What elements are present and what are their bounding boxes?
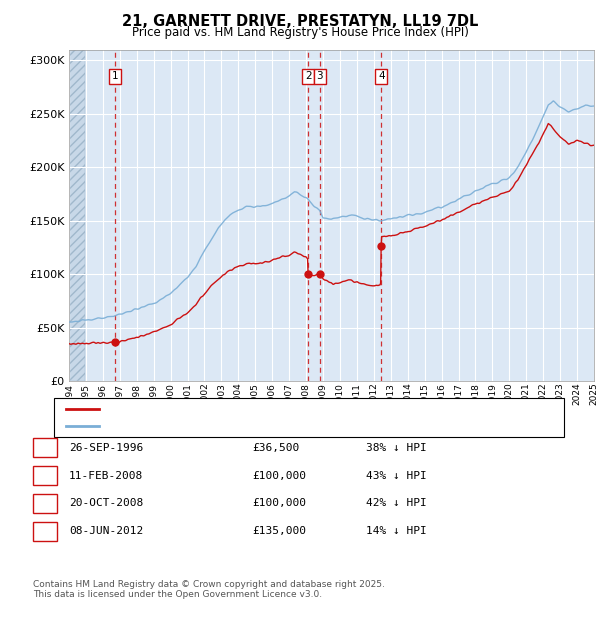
Text: Price paid vs. HM Land Registry's House Price Index (HPI): Price paid vs. HM Land Registry's House … — [131, 26, 469, 39]
Text: 08-JUN-2012: 08-JUN-2012 — [69, 526, 143, 536]
Text: 26-SEP-1996: 26-SEP-1996 — [69, 443, 143, 453]
Text: 14% ↓ HPI: 14% ↓ HPI — [366, 526, 427, 536]
Text: £100,000: £100,000 — [252, 471, 306, 480]
Text: HPI: Average price, detached house, Denbighshire: HPI: Average price, detached house, Denb… — [105, 421, 367, 431]
Text: 20-OCT-2008: 20-OCT-2008 — [69, 498, 143, 508]
Text: 38% ↓ HPI: 38% ↓ HPI — [366, 443, 427, 453]
Text: 2: 2 — [305, 71, 311, 81]
Text: £135,000: £135,000 — [252, 526, 306, 536]
Text: 11-FEB-2008: 11-FEB-2008 — [69, 471, 143, 480]
Text: 2: 2 — [41, 471, 49, 480]
Bar — [69, 50, 85, 381]
Text: 42% ↓ HPI: 42% ↓ HPI — [366, 498, 427, 508]
Text: 21, GARNETT DRIVE, PRESTATYN, LL19 7DL (detached house): 21, GARNETT DRIVE, PRESTATYN, LL19 7DL (… — [105, 404, 424, 414]
Text: £100,000: £100,000 — [252, 498, 306, 508]
Text: 1: 1 — [112, 71, 119, 81]
Text: 3: 3 — [316, 71, 323, 81]
Text: 4: 4 — [378, 71, 385, 81]
Text: £36,500: £36,500 — [252, 443, 299, 453]
Text: 21, GARNETT DRIVE, PRESTATYN, LL19 7DL: 21, GARNETT DRIVE, PRESTATYN, LL19 7DL — [122, 14, 478, 29]
Text: 3: 3 — [41, 498, 49, 508]
Text: 4: 4 — [41, 526, 49, 536]
Text: Contains HM Land Registry data © Crown copyright and database right 2025.
This d: Contains HM Land Registry data © Crown c… — [33, 580, 385, 599]
Text: 43% ↓ HPI: 43% ↓ HPI — [366, 471, 427, 480]
Text: 1: 1 — [41, 443, 49, 453]
